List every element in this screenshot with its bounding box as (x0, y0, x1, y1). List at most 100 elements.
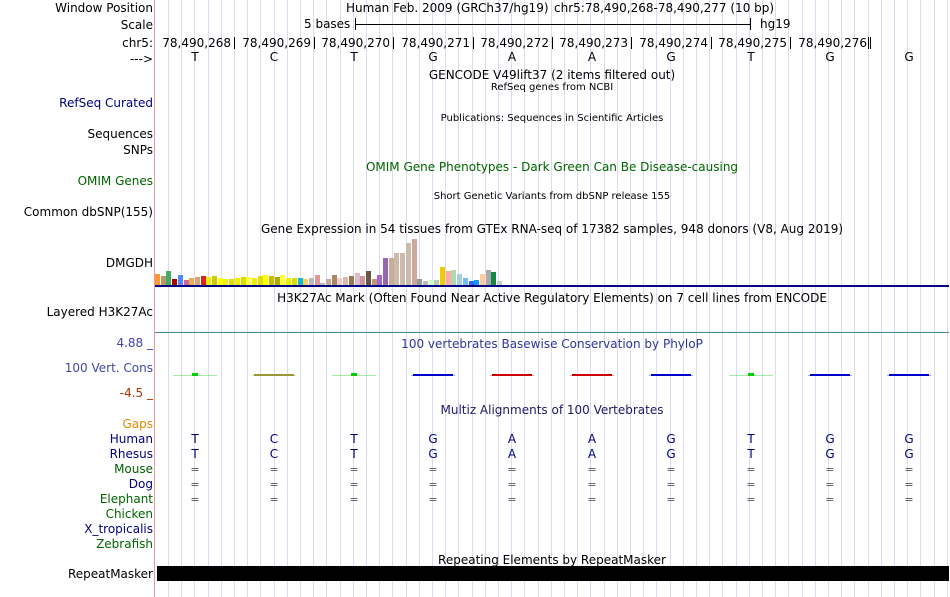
gaps-label[interactable]: Gaps (122, 417, 153, 431)
scale-label: Scale (120, 18, 153, 32)
gtex-title[interactable]: Gene Expression in 54 tissues from GTEx … (260, 222, 844, 236)
omim-genes-label[interactable]: OMIM Genes (77, 174, 153, 188)
gtex-tissue-bar[interactable] (400, 253, 405, 285)
gtex-tissue-bar[interactable] (451, 270, 456, 285)
gtex-tissue-bar[interactable] (423, 281, 428, 285)
phylop-title[interactable]: 100 vertebrates Basewise Conservation by… (401, 337, 703, 351)
gtex-tissue-bar[interactable] (366, 271, 371, 285)
gtex-tissue-bar[interactable] (241, 277, 246, 285)
gtex-tissue-bar[interactable] (486, 270, 491, 285)
gtex-tissue-bar[interactable] (469, 281, 474, 285)
dbsnp-label[interactable]: Common dbSNP(155) (23, 205, 153, 219)
h3k27ac-title[interactable]: H3K27Ac Mark (Often Found Near Active Re… (277, 291, 827, 305)
gtex-tissue-bar[interactable] (355, 273, 360, 285)
gtex-tissue-bar[interactable] (406, 243, 411, 285)
ruler-position: 78,490,268 (162, 36, 231, 50)
multiz-species-label[interactable]: Elephant (99, 492, 153, 506)
snps-label[interactable]: SNPs (123, 143, 153, 157)
multiz-aligned-base: = (349, 463, 359, 476)
gtex-tissue-bar[interactable] (457, 274, 462, 285)
gtex-tissue-bar[interactable] (343, 277, 348, 285)
gtex-tissue-bar[interactable] (412, 239, 417, 285)
gtex-barchart[interactable] (155, 236, 949, 285)
gtex-tissue-bar[interactable] (252, 278, 257, 285)
gtex-tissue-bar[interactable] (172, 279, 177, 285)
multiz-species-label[interactable]: Rhesus (109, 447, 153, 461)
gtex-tissue-bar[interactable] (389, 258, 394, 285)
dbsnp-title[interactable]: Short Genetic Variants from dbSNP releas… (433, 191, 671, 202)
gtex-tissue-bar[interactable] (372, 279, 377, 285)
gtex-tissue-bar[interactable] (360, 276, 365, 285)
h3k27ac-label[interactable]: Layered H3K27Ac (46, 305, 153, 319)
multiz-species-label[interactable]: Human (109, 432, 153, 446)
gtex-tissue-bar[interactable] (383, 258, 388, 285)
gtex-tissue-bar[interactable] (246, 277, 251, 285)
multiz-species-label[interactable]: Chicken (105, 507, 153, 521)
gtex-tissue-bar[interactable] (377, 275, 382, 285)
gtex-tissue-bar[interactable] (332, 275, 337, 285)
ruler-tick (870, 37, 871, 49)
omim-title[interactable]: OMIM Gene Phenotypes - Dark Green Can Be… (365, 160, 739, 174)
gtex-tissue-bar[interactable] (258, 276, 263, 285)
phylop-score-mark (351, 373, 357, 376)
phylop-label[interactable]: 100 Vert. Cons (64, 361, 153, 375)
gtex-tissue-bar[interactable] (195, 277, 200, 285)
gtex-tissue-bar[interactable] (223, 279, 228, 285)
gtex-tissue-bar[interactable] (474, 280, 479, 285)
gtex-tissue-bar[interactable] (218, 278, 223, 285)
gtex-tissue-bar[interactable] (206, 277, 211, 285)
gtex-tissue-bar[interactable] (189, 278, 194, 285)
gtex-tissue-bar[interactable] (155, 274, 160, 285)
gtex-tissue-bar[interactable] (184, 280, 189, 285)
gtex-tissue-bar[interactable] (429, 280, 434, 285)
gtex-tissue-bar[interactable] (417, 279, 422, 285)
refseq-title[interactable]: RefSeq genes from NCBI (490, 82, 614, 93)
multiz-species-label[interactable]: Mouse (114, 462, 153, 476)
gtex-tissue-bar[interactable] (166, 271, 171, 285)
gtex-tissue-bar[interactable] (201, 276, 206, 285)
gtex-tissue-bar[interactable] (497, 281, 502, 285)
gtex-tissue-bar[interactable] (309, 278, 314, 285)
gtex-tissue-bar[interactable] (349, 276, 354, 285)
gtex-tissue-bar[interactable] (303, 279, 308, 285)
multiz-species-label[interactable]: X_tropicalis (84, 522, 153, 536)
gtex-tissue-bar[interactable] (178, 275, 183, 285)
gtex-tissue-bar[interactable] (434, 280, 439, 285)
gtex-tissue-bar[interactable] (446, 271, 451, 285)
gtex-tissue-bar[interactable] (463, 278, 468, 285)
multiz-species-label[interactable]: Dog (128, 477, 153, 491)
gtex-tissue-bar[interactable] (235, 278, 240, 285)
ruler-tick (790, 37, 791, 49)
gtex-tissue-bar[interactable] (292, 278, 297, 285)
gtex-tissue-bar[interactable] (326, 279, 331, 285)
gtex-gene-label[interactable]: DMGDH (105, 256, 153, 270)
gtex-tissue-bar[interactable] (440, 267, 445, 285)
gtex-tissue-bar[interactable] (394, 253, 399, 285)
gtex-tissue-bar[interactable] (503, 283, 508, 285)
gtex-tissue-bar[interactable] (298, 278, 303, 285)
repeatmasker-block[interactable] (157, 566, 949, 581)
gtex-tissue-bar[interactable] (275, 277, 280, 285)
gtex-tissue-bar[interactable] (286, 278, 291, 285)
gtex-tissue-bar[interactable] (280, 275, 285, 285)
gtex-tissue-bar[interactable] (491, 272, 496, 285)
repeatmasker-title[interactable]: Repeating Elements by RepeatMasker (438, 553, 666, 567)
gencode-title[interactable]: GENCODE V49lift37 (2 items filtered out) (428, 68, 676, 82)
sequences-label[interactable]: Sequences (87, 127, 153, 141)
gtex-tissue-bar[interactable] (480, 274, 485, 285)
gtex-tissue-bar[interactable] (315, 275, 320, 285)
multiz-species-label[interactable]: Zebrafish (96, 537, 153, 551)
multiz-aligned-base: = (587, 478, 597, 491)
multiz-title[interactable]: Multiz Alignments of 100 Vertebrates (440, 403, 664, 417)
gtex-tissue-bar[interactable] (229, 279, 234, 285)
gtex-tissue-bar[interactable] (269, 276, 274, 285)
gtex-tissue-bar[interactable] (337, 278, 342, 285)
base-letter: T (747, 50, 755, 64)
gtex-tissue-bar[interactable] (212, 276, 217, 285)
gtex-tissue-bar[interactable] (161, 276, 166, 285)
publications-title[interactable]: Publications: Sequences in Scientific Ar… (440, 113, 664, 124)
refseq-curated-label[interactable]: RefSeq Curated (59, 96, 153, 110)
repeatmasker-label[interactable]: RepeatMasker (67, 567, 153, 581)
gtex-tissue-bar[interactable] (320, 283, 325, 285)
gtex-tissue-bar[interactable] (263, 275, 268, 285)
